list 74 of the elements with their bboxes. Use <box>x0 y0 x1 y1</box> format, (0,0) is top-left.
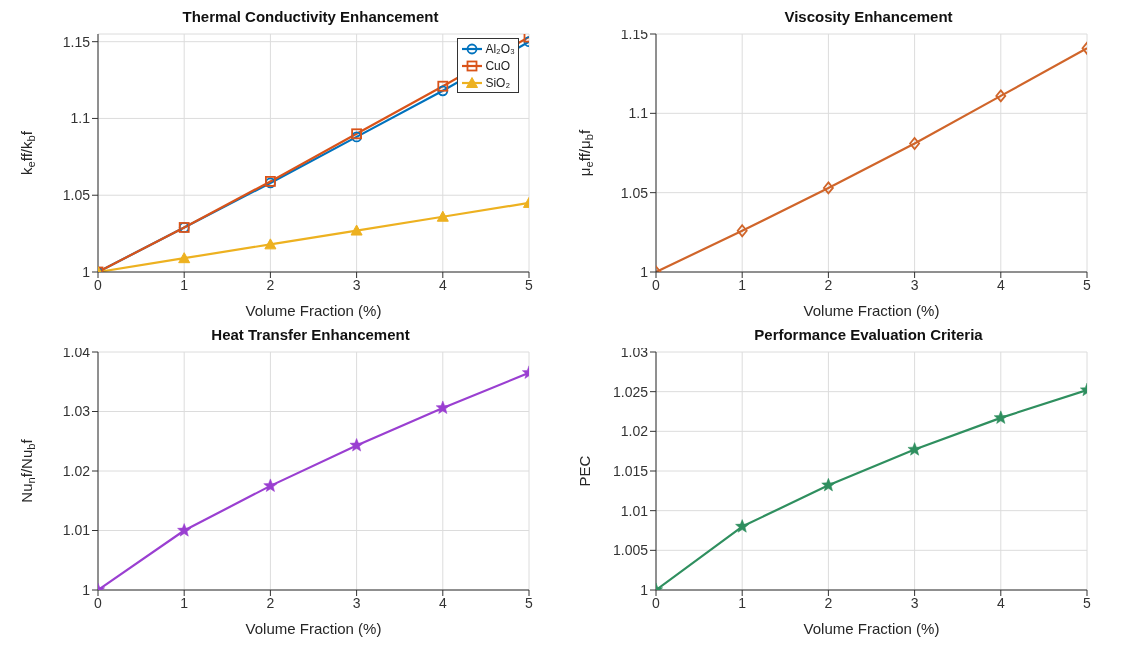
x-tick-label: 4 <box>996 594 1005 611</box>
x-tick-label: 0 <box>652 276 661 293</box>
point <box>435 400 450 414</box>
point <box>349 438 364 452</box>
x-tick-label: 1 <box>738 594 747 611</box>
x-tick-label: 5 <box>525 594 534 611</box>
point <box>177 523 192 537</box>
x-tick-label: 5 <box>1083 276 1092 293</box>
x-tick-label: 3 <box>352 276 361 293</box>
y-tick-label: 1.15 <box>620 25 649 42</box>
legend-label: Al₂O₃ <box>485 41 515 56</box>
point <box>735 519 750 533</box>
y-axis-title: PEC <box>576 455 593 487</box>
x-tick-label: 0 <box>94 276 103 293</box>
y-tick-label: 1.05 <box>62 187 91 204</box>
x-tick-label: 3 <box>910 594 919 611</box>
x-tick-label: 2 <box>266 594 275 611</box>
point <box>823 181 834 195</box>
y-tick-label: 1 <box>82 581 91 598</box>
point <box>178 252 191 264</box>
point <box>909 137 920 150</box>
chart-title: Thermal Conductivity Enhancement <box>181 8 440 27</box>
y-tick-label: 1.005 <box>612 542 649 559</box>
point <box>821 478 836 492</box>
legend-label: CuO <box>485 58 511 73</box>
x-tick-label: 2 <box>824 594 833 611</box>
y-tick-label: 1 <box>640 263 649 280</box>
y-tick-label: 1.01 <box>62 522 91 539</box>
x-tick-label: 4 <box>438 594 447 611</box>
chart-title: Viscosity Enhancement <box>784 8 953 25</box>
y-tick-label: 1.03 <box>62 403 91 420</box>
y-tick-label: 1.04 <box>62 343 91 360</box>
x-tick-label: 5 <box>1083 594 1092 611</box>
x-axis-title: Volume Fraction (%) <box>803 620 940 637</box>
legend-label: SiO₂ <box>485 75 511 90</box>
y-tick-label: 1.1 <box>628 105 649 122</box>
point <box>264 238 277 250</box>
y-tick-label: 1.01 <box>620 502 649 519</box>
x-tick-label: 0 <box>94 594 103 611</box>
point <box>350 224 363 236</box>
point <box>993 410 1008 424</box>
x-tick-label: 3 <box>352 594 361 611</box>
x-tick-label: 4 <box>996 276 1005 293</box>
x-axis-title: Volume Fraction (%) <box>245 302 382 319</box>
x-axis-title: Volume Fraction (%) <box>245 620 382 637</box>
y-tick-label: 1.03 <box>620 343 649 360</box>
point <box>907 442 922 456</box>
y-tick-label: 1.1 <box>70 110 91 127</box>
x-tick-label: 5 <box>525 276 534 293</box>
point <box>263 478 278 492</box>
y-tick-label: 1.05 <box>620 184 649 201</box>
y-tick-label: 1.02 <box>62 462 91 479</box>
x-tick-label: 0 <box>652 594 661 611</box>
chart-title: Heat Transfer Enhancement <box>211 326 410 343</box>
y-tick-label: 1.025 <box>612 383 649 400</box>
y-tick-label: 1.015 <box>612 462 649 479</box>
point <box>437 80 449 92</box>
point <box>995 89 1007 103</box>
point <box>437 85 449 97</box>
x-tick-label: 1 <box>180 594 189 611</box>
point <box>436 210 449 222</box>
y-tick-label: 1.02 <box>620 423 649 440</box>
x-tick-label: 2 <box>266 276 275 293</box>
y-tick-label: 1 <box>640 581 649 598</box>
point <box>736 224 748 238</box>
x-tick-label: 3 <box>910 276 919 293</box>
x-tick-label: 1 <box>180 276 189 293</box>
x-tick-label: 2 <box>824 276 833 293</box>
y-tick-label: 1.15 <box>62 33 91 50</box>
x-axis-title: Volume Fraction (%) <box>803 302 940 319</box>
x-tick-label: 1 <box>738 276 747 293</box>
x-tick-label: 4 <box>438 276 447 293</box>
y-tick-label: 1 <box>82 263 91 280</box>
chart-title: Performance Evaluation Criteria <box>754 326 983 343</box>
